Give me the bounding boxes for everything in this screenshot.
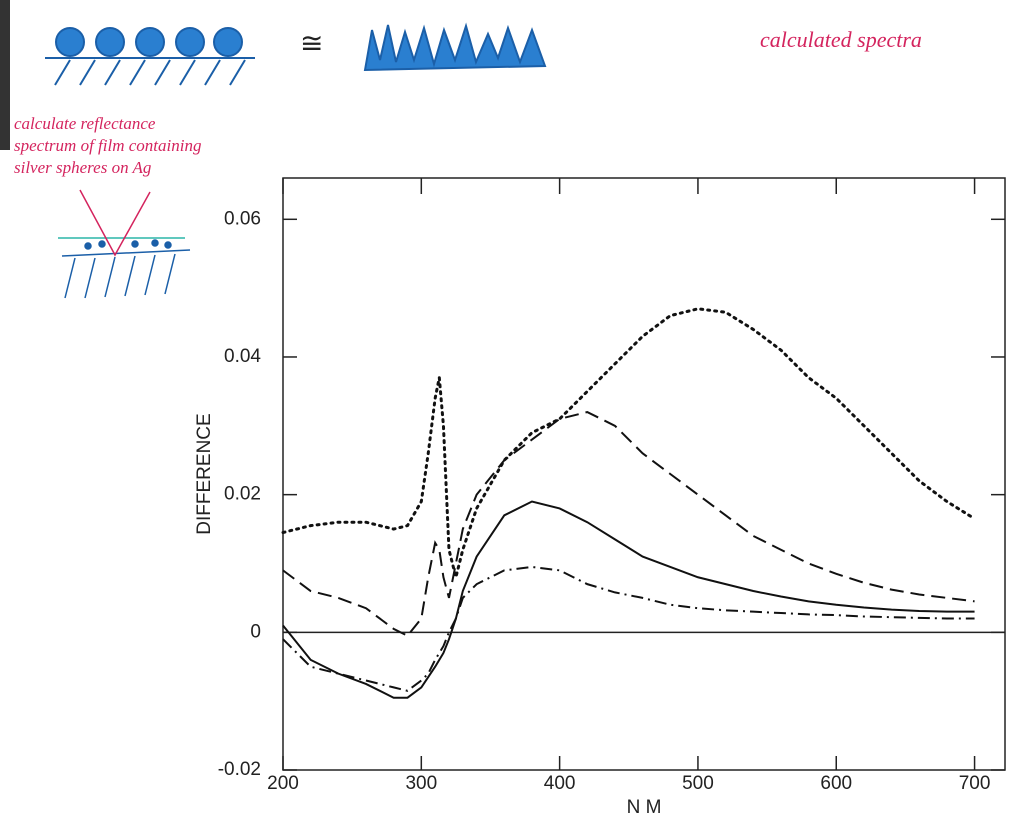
annotation: silver spheres on Ag <box>14 158 151 177</box>
annotation: calculate reflectance <box>14 114 156 133</box>
sketch-spheres <box>45 27 255 86</box>
x-tick-label: 600 <box>820 773 852 794</box>
series-line <box>281 307 977 578</box>
plot-frame <box>282 177 1006 771</box>
y-axis-label: DIFFERENCE <box>194 413 215 534</box>
approx-sign: ≅ <box>300 27 323 58</box>
series-line <box>282 500 975 699</box>
series-line <box>282 410 975 638</box>
annotation: calculated spectra <box>760 27 922 52</box>
x-tick-label: 500 <box>682 773 714 794</box>
x-tick-label: 400 <box>544 773 576 794</box>
y-tick-label: 0.04 <box>224 346 261 367</box>
x-axis-label: N M <box>627 797 662 818</box>
scan-edge <box>0 0 10 150</box>
sketch-rough <box>363 22 547 72</box>
series-line <box>282 565 975 692</box>
y-tick-label: -0.02 <box>218 759 261 780</box>
sketch-film <box>58 189 191 299</box>
y-tick-label: 0 <box>250 621 261 642</box>
y-tick-label: 0.02 <box>224 484 261 505</box>
y-tick-label: 0.06 <box>224 208 261 229</box>
annotation: spectrum of film containing <box>14 136 201 155</box>
x-tick-label: 700 <box>959 773 991 794</box>
x-tick-label: 200 <box>267 773 299 794</box>
x-tick-label: 300 <box>405 773 437 794</box>
